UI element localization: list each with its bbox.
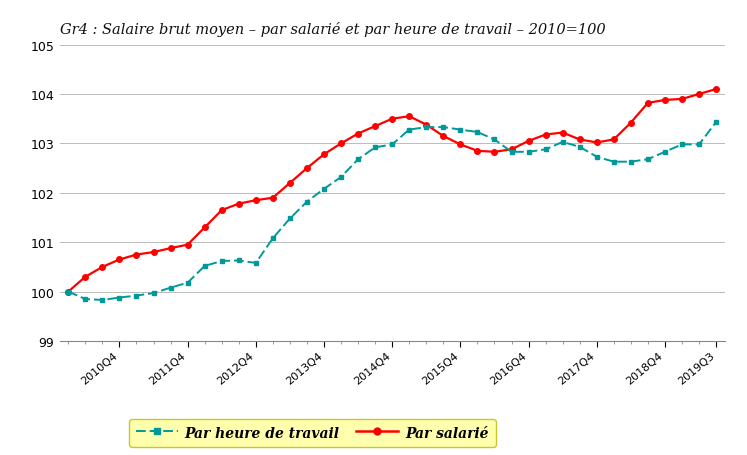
Text: Gr4 : Salaire brut moyen – par salarié et par heure de travail – 2010=100: Gr4 : Salaire brut moyen – par salarié e… xyxy=(60,22,605,37)
Legend: Par heure de travail, Par salarié: Par heure de travail, Par salarié xyxy=(129,419,495,447)
